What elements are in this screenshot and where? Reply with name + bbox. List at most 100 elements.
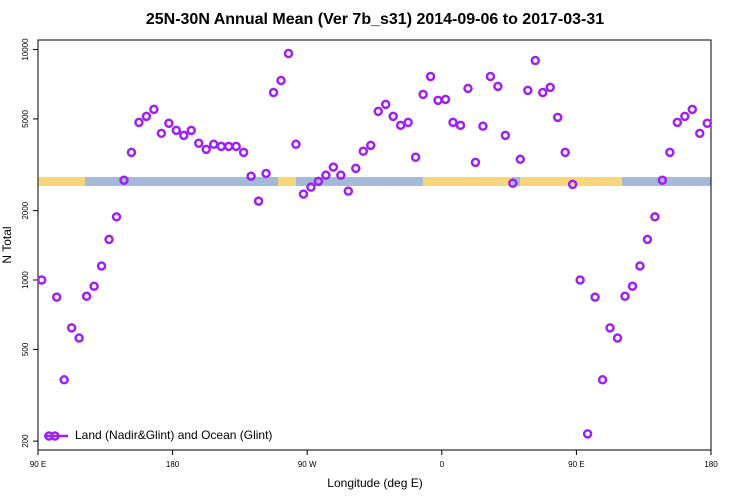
point (89, 281, 99, 291)
point (126, 147, 137, 158)
point (627, 281, 638, 291)
point (171, 125, 182, 136)
point (612, 333, 623, 343)
y-tick-label: 2000 (21, 201, 30, 219)
point (96, 261, 107, 271)
point (702, 118, 713, 128)
point (231, 141, 241, 152)
point (111, 212, 122, 222)
x-tick-label: 90 E (568, 460, 584, 469)
point (164, 118, 174, 128)
point (680, 111, 690, 122)
point (351, 163, 361, 174)
point (597, 375, 608, 385)
point (328, 162, 339, 172)
point (380, 99, 391, 110)
point (530, 55, 541, 66)
point (575, 275, 585, 285)
point (470, 157, 481, 168)
point (508, 178, 518, 188)
point (253, 196, 264, 206)
point (261, 168, 271, 179)
point (388, 111, 398, 122)
point (36, 275, 47, 285)
point (194, 138, 204, 149)
legend-label: Land (Nadir&Glint) and Ocean (Glint) (75, 428, 272, 442)
y-tick-label: 1000 (21, 271, 30, 289)
point (276, 75, 286, 86)
point (620, 291, 630, 302)
land-band (278, 177, 296, 186)
point (306, 182, 316, 192)
point (104, 234, 114, 245)
point (223, 141, 234, 152)
point (567, 179, 578, 190)
point (134, 117, 144, 128)
point (81, 291, 92, 302)
y-tick-label: 10000 (21, 38, 30, 61)
point (605, 323, 615, 333)
legend-marker (50, 431, 60, 441)
x-axis-label: Longitude (deg E) (327, 476, 422, 490)
point (650, 212, 660, 222)
point (455, 120, 466, 131)
point (665, 147, 675, 158)
point (283, 48, 294, 59)
y-tick-label: 500 (21, 342, 30, 356)
point (500, 130, 511, 141)
point (179, 130, 189, 141)
point (66, 323, 77, 333)
point (149, 104, 159, 115)
point (485, 71, 496, 82)
point (463, 83, 473, 94)
point (201, 144, 211, 155)
point (186, 125, 197, 136)
point (672, 117, 683, 128)
point (545, 82, 555, 93)
point (582, 429, 593, 439)
x-tick-label: 180 (166, 460, 180, 469)
point (635, 261, 645, 271)
point (403, 117, 413, 128)
point (657, 175, 668, 185)
x-tick-label: 180 (704, 460, 718, 469)
point (298, 189, 309, 199)
plot-frame (37, 39, 712, 451)
chart-title: 25N-30N Annual Mean (Ver 7b_s31) 2014-09… (146, 11, 604, 28)
y-tick-label: 5000 (21, 109, 30, 127)
point (119, 175, 129, 185)
point (590, 292, 600, 302)
land-band (38, 177, 85, 186)
point (366, 140, 376, 151)
point (208, 139, 219, 150)
point (246, 171, 256, 181)
x-tick-label: 90 E (30, 460, 46, 469)
point (156, 128, 167, 139)
point (74, 333, 84, 343)
point (493, 81, 503, 92)
point (141, 111, 152, 122)
point (336, 170, 346, 180)
point (440, 94, 451, 105)
point (373, 106, 383, 117)
point (642, 234, 653, 245)
point (358, 146, 369, 156)
point (268, 87, 279, 98)
y-axis-label: N Total (0, 226, 14, 263)
point (523, 85, 533, 96)
point (395, 120, 406, 131)
point (425, 71, 436, 82)
point (343, 186, 354, 196)
x-tick-label: 90 W (298, 460, 317, 469)
point (478, 121, 488, 131)
land-band (423, 177, 512, 186)
point (560, 147, 570, 158)
point (552, 112, 563, 123)
point (216, 141, 226, 152)
point (418, 89, 428, 100)
point (313, 176, 324, 187)
point (410, 152, 421, 162)
point (59, 375, 69, 385)
point (695, 128, 705, 139)
